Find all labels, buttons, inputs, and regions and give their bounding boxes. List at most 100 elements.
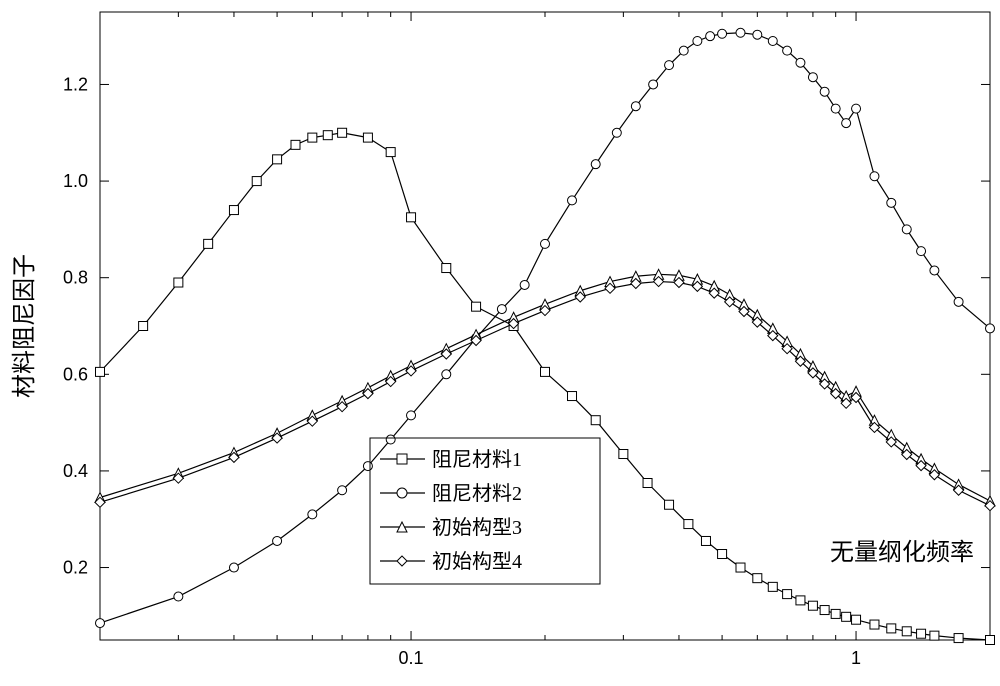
marker-circle [520, 280, 529, 289]
marker-circle [174, 592, 183, 601]
marker-square [831, 609, 840, 618]
marker-circle [852, 104, 861, 113]
marker-circle [820, 87, 829, 96]
marker-circle [808, 73, 817, 82]
marker-circle [718, 29, 727, 38]
marker-circle [649, 80, 658, 89]
series-line [100, 33, 990, 623]
marker-square [363, 133, 372, 142]
marker-circle [397, 488, 407, 498]
marker-circle [679, 46, 688, 55]
chart-svg: 0.110.20.40.60.81.01.2材料阻尼因子无量纲化频率阻尼材料1阻… [0, 0, 1000, 686]
marker-square [842, 612, 851, 621]
marker-square [591, 416, 600, 425]
y-tick-label: 0.4 [63, 461, 88, 481]
marker-circle [229, 563, 238, 572]
marker-circle [541, 239, 550, 248]
marker-circle [831, 104, 840, 113]
marker-circle [870, 172, 879, 181]
marker-square [338, 128, 347, 137]
marker-square [954, 634, 963, 643]
marker-square [568, 392, 577, 401]
marker-circle [986, 324, 995, 333]
marker-circle [386, 435, 395, 444]
marker-circle [338, 486, 347, 495]
marker-square [808, 601, 817, 610]
marker-square [753, 574, 762, 583]
marker-square [887, 624, 896, 633]
x-tick-label: 1 [851, 648, 861, 668]
legend-label: 初始构型4 [432, 550, 522, 573]
marker-circle [842, 119, 851, 128]
marker-square [291, 140, 300, 149]
marker-circle [568, 196, 577, 205]
marker-square [229, 206, 238, 215]
x-axis-label: 无量纲化频率 [830, 539, 974, 566]
marker-square [796, 596, 805, 605]
marker-square [684, 520, 693, 529]
marker-square [407, 213, 416, 222]
marker-square [820, 606, 829, 615]
marker-square [308, 133, 317, 142]
marker-square [96, 367, 105, 376]
marker-square [174, 278, 183, 287]
marker-square [902, 627, 911, 636]
legend-label: 初始构型3 [432, 516, 522, 539]
marker-circle [497, 305, 506, 314]
legend-label: 阻尼材料1 [432, 448, 522, 471]
marker-square [252, 177, 261, 186]
marker-circle [902, 225, 911, 234]
marker-square [930, 631, 939, 640]
marker-circle [407, 411, 416, 420]
marker-square [541, 367, 550, 376]
marker-square [783, 590, 792, 599]
marker-circle [591, 160, 600, 169]
marker-square [870, 620, 879, 629]
marker-square [986, 636, 995, 645]
marker-circle [736, 28, 745, 37]
marker-square [718, 550, 727, 559]
series-阻尼材料2 [96, 28, 995, 627]
marker-circle [768, 36, 777, 45]
marker-circle [954, 297, 963, 306]
marker-square [619, 450, 628, 459]
marker-square [736, 563, 745, 572]
marker-circle [887, 198, 896, 207]
marker-circle [442, 370, 451, 379]
marker-circle [930, 266, 939, 275]
y-axis-label: 材料阻尼因子 [11, 254, 38, 398]
marker-square [204, 239, 213, 248]
marker-square [273, 155, 282, 164]
marker-square [386, 148, 395, 157]
marker-square [472, 302, 481, 311]
marker-circle [308, 510, 317, 519]
y-tick-label: 0.6 [63, 364, 88, 384]
marker-square [917, 629, 926, 638]
marker-circle [631, 102, 640, 111]
marker-square [768, 582, 777, 591]
marker-square [139, 322, 148, 331]
y-tick-label: 1.2 [63, 74, 88, 94]
marker-circle [693, 36, 702, 45]
marker-square [701, 536, 710, 545]
marker-square [442, 264, 451, 273]
y-tick-label: 0.2 [63, 558, 88, 578]
marker-circle [665, 61, 674, 70]
marker-circle [783, 46, 792, 55]
chart-container: 0.110.20.40.60.81.01.2材料阻尼因子无量纲化频率阻尼材料1阻… [0, 0, 1000, 686]
y-tick-label: 1.0 [63, 171, 88, 191]
marker-circle [612, 128, 621, 137]
marker-square [323, 131, 332, 140]
marker-diamond [397, 556, 407, 566]
marker-circle [273, 536, 282, 545]
marker-square [643, 479, 652, 488]
x-tick-label: 0.1 [399, 648, 424, 668]
y-tick-label: 0.8 [63, 268, 88, 288]
legend-label: 阻尼材料2 [432, 482, 522, 505]
marker-circle [363, 462, 372, 471]
marker-circle [706, 32, 715, 41]
legend: 阻尼材料1 阻尼材料2 初始构型3 初始构型4 [370, 438, 600, 584]
marker-square [397, 454, 407, 464]
marker-circle [917, 247, 926, 256]
marker-circle [753, 30, 762, 39]
